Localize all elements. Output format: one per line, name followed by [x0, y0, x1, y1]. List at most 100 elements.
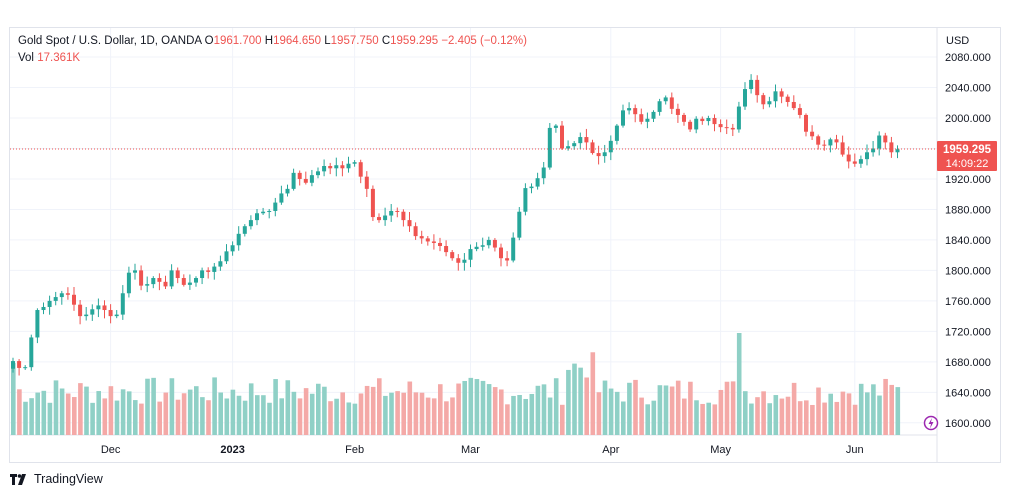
volume-bar: [261, 395, 266, 435]
candle-body: [816, 136, 821, 145]
candle-body: [444, 246, 449, 253]
candle-body: [755, 79, 760, 96]
candle-body: [358, 162, 363, 177]
candle-body: [871, 148, 876, 153]
candle-body: [578, 137, 583, 144]
volume-bar: [419, 392, 425, 435]
candle-body: [590, 142, 595, 154]
volume-bar: [633, 379, 638, 435]
volume-bar: [492, 387, 498, 435]
candle-body: [328, 166, 333, 169]
volume-bar: [877, 395, 882, 435]
candle-body: [47, 300, 52, 307]
volume-bar: [11, 363, 16, 435]
candle-body: [316, 171, 320, 176]
volume-legend: Vol 17.361K: [18, 52, 80, 64]
volume-bar: [255, 395, 260, 435]
volume-bar: [529, 393, 535, 435]
candle-body: [663, 97, 668, 102]
volume-bar: [151, 377, 156, 435]
volume-bar: [688, 381, 693, 435]
candle-body: [840, 142, 845, 155]
candle-body: [474, 246, 479, 250]
volume-bar: [84, 386, 89, 435]
candle-body: [206, 270, 211, 272]
volume-bar: [340, 392, 345, 435]
candle-body: [169, 270, 174, 287]
volume-bar: [267, 402, 272, 435]
candle-body: [749, 79, 754, 90]
volume-bar: [462, 380, 467, 435]
volume-bar: [114, 400, 120, 435]
x-tick-label: May: [710, 444, 731, 456]
volume-bar: [346, 402, 352, 435]
candle-body: [730, 127, 735, 130]
candle-body: [596, 153, 601, 157]
volume-bar: [675, 380, 681, 435]
y-tick-label: 2000.000: [945, 113, 991, 125]
volume-bar: [779, 398, 785, 435]
volume-bar: [505, 404, 510, 435]
volume-bar: [370, 386, 376, 435]
candle-body: [480, 245, 485, 247]
candle-body: [834, 139, 839, 143]
volume-bar: [639, 397, 644, 435]
change-value: −2.405 (−0.12%): [441, 35, 527, 47]
candle-body: [499, 247, 503, 259]
volume-bar: [553, 378, 559, 435]
candle-body: [126, 272, 131, 294]
tradingview-logo[interactable]: TradingView: [10, 472, 103, 486]
volume-bar: [468, 377, 474, 435]
candle-body: [797, 108, 802, 115]
symbol-title[interactable]: Gold Spot / U.S. Dollar, 1D, OANDA: [18, 35, 202, 47]
close-value: 1959.295: [390, 35, 439, 47]
candle-body: [889, 142, 894, 153]
volume-bar: [401, 392, 406, 435]
candle-body: [413, 226, 418, 237]
candle-body: [29, 337, 34, 368]
candle-body: [492, 239, 497, 248]
candle-body: [852, 161, 857, 164]
candle-body: [291, 172, 296, 189]
candle-body: [35, 310, 40, 338]
volume-bar: [578, 367, 583, 435]
volume-bar: [596, 392, 602, 435]
y-tick-label: 1920.000: [945, 174, 991, 186]
volume-bar: [669, 386, 675, 435]
volume-bar: [17, 389, 22, 435]
candle-body: [456, 258, 461, 263]
candle-body: [523, 188, 528, 212]
volume-bar: [303, 388, 309, 435]
volume-bar: [102, 398, 108, 435]
tradingview-logo-icon: [10, 473, 26, 485]
volume-bar: [120, 389, 126, 435]
volume-label[interactable]: Vol: [18, 52, 34, 64]
volume-bar: [175, 399, 181, 435]
candle-body: [120, 293, 125, 315]
volume-bar: [810, 404, 815, 435]
candle-body: [200, 270, 205, 279]
volume-bar: [444, 401, 449, 435]
candle-body: [407, 220, 412, 227]
candle-body: [11, 361, 15, 369]
brand-name: TradingView: [34, 472, 103, 486]
candle-body: [621, 110, 625, 126]
candle-body: [846, 154, 851, 162]
candle-body: [255, 213, 259, 221]
volume-bar: [871, 384, 876, 435]
candle-body: [236, 233, 241, 246]
volume-bar: [285, 380, 291, 435]
candle-body: [529, 186, 534, 189]
candle-body: [431, 241, 436, 243]
volume-bar: [645, 404, 650, 435]
candle-body: [657, 101, 662, 112]
candle-body: [309, 175, 314, 183]
candle-body: [602, 152, 607, 157]
candle-body: [114, 314, 119, 317]
volume-bar: [78, 383, 83, 435]
candle-body: [346, 163, 351, 169]
volume-bar: [718, 389, 724, 435]
candle-body: [230, 245, 235, 252]
volume-bar: [773, 395, 779, 435]
